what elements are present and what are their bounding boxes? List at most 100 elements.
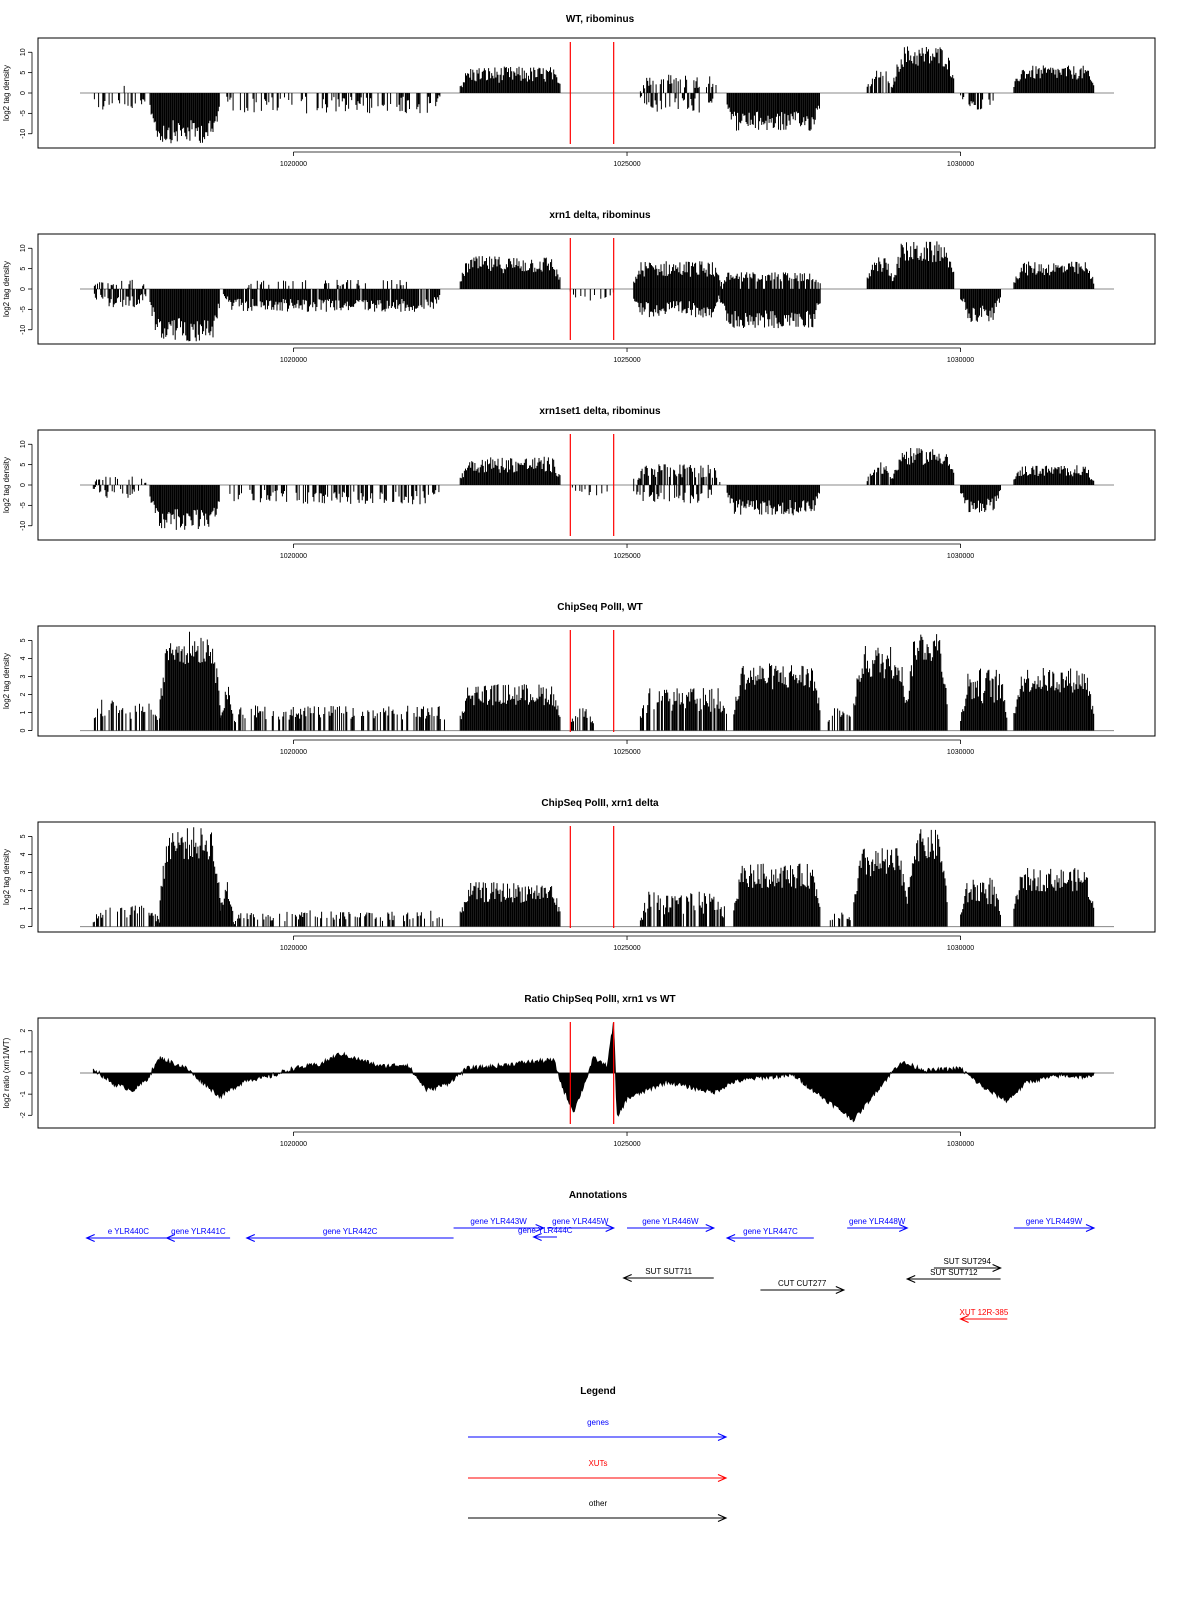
panel-title: WT, ribominus xyxy=(566,14,635,25)
panel-1: WT, ribominus -10 -5 0 5 10 log2 tag density 10… xyxy=(2,14,1156,168)
bar-cluster xyxy=(229,485,440,505)
bar-segment xyxy=(1013,465,1095,485)
arrow-head xyxy=(245,1233,255,1243)
bar-cluster xyxy=(639,74,717,93)
x-tick-label: 1030000 xyxy=(947,357,974,364)
bar-cluster xyxy=(94,476,147,485)
bar-segment xyxy=(93,699,160,731)
bar-segment xyxy=(906,634,948,731)
panel-6: Ratio ChipSeq PolII, xrn1 vs WT -2 -1 0 1 2 lo… xyxy=(2,994,1156,1148)
arrow-head xyxy=(717,1432,728,1442)
panel-3: xrn1set1 delta, ribominus -10 -5 0 5 10 log2 t… xyxy=(2,406,1156,560)
x-tick-label: 1025000 xyxy=(613,749,640,756)
y-tick-label: -5 xyxy=(20,502,27,508)
arrow-head xyxy=(532,1232,542,1242)
bar-cluster xyxy=(149,289,220,342)
bar-cluster xyxy=(232,910,443,927)
bar-segment xyxy=(149,485,220,530)
y-tick-label: 0 xyxy=(20,925,27,929)
bar-segment xyxy=(569,289,614,301)
bar-segment xyxy=(893,46,955,93)
bar-segment xyxy=(219,882,234,927)
bar-segment xyxy=(459,256,561,289)
arrow-head xyxy=(622,1273,632,1283)
annotation-gene: gene YLR449W xyxy=(1013,1217,1096,1233)
bar-segment xyxy=(719,289,821,329)
bar-segment xyxy=(853,646,907,731)
y-tick-label: 3 xyxy=(20,870,27,874)
y-tick-label: 5 xyxy=(20,834,27,838)
bar-cluster xyxy=(459,256,561,289)
x-tick-label: 1030000 xyxy=(947,945,974,952)
annotation-gene: gene YLR447C xyxy=(725,1227,814,1243)
bar-segment xyxy=(960,668,1008,731)
x-tick-label: 1025000 xyxy=(613,161,640,168)
bar-cluster xyxy=(719,272,821,289)
data-marks xyxy=(80,42,1114,144)
y-tick-label: 5 xyxy=(20,638,27,642)
bar-cluster xyxy=(853,646,907,731)
panel-title: xrn1 delta, ribominus xyxy=(549,210,651,221)
bar-segment xyxy=(93,93,146,110)
y-axis: -10 -5 0 5 10 log2 tag density xyxy=(2,440,33,531)
y-tick-label: 0 xyxy=(20,483,27,487)
bar-cluster xyxy=(960,668,1008,731)
x-tick-label: 1025000 xyxy=(613,553,640,560)
bar-cluster xyxy=(733,663,821,731)
data-marks xyxy=(80,1022,1114,1124)
bar-cluster xyxy=(719,289,821,329)
annotation-gene: gene YLR443W xyxy=(453,1217,546,1233)
bar-segment xyxy=(633,485,712,504)
x-tick-label: 1020000 xyxy=(280,161,307,168)
y-axis: -10 -5 0 5 10 log2 tag density xyxy=(2,48,33,139)
y-tick-label: 5 xyxy=(20,267,27,271)
y-tick-label: -2 xyxy=(20,1112,27,1118)
bar-cluster xyxy=(960,877,1001,927)
bar-segment xyxy=(159,827,221,927)
bar-cluster xyxy=(159,827,221,927)
bar-segment xyxy=(960,485,1001,513)
bar-cluster xyxy=(93,93,146,110)
bar-segment xyxy=(459,66,561,93)
bar-segment xyxy=(639,93,714,113)
bar-segment xyxy=(827,708,851,731)
y-tick-label: -10 xyxy=(20,521,27,531)
bar-cluster xyxy=(92,485,139,498)
bar-cluster xyxy=(219,686,234,731)
y-tick-label: -10 xyxy=(20,325,27,335)
bar-segment xyxy=(960,93,994,110)
annotation-gene: gene YLR442C xyxy=(245,1227,454,1243)
y-tick-label: 4 xyxy=(20,852,27,856)
bar-segment xyxy=(633,261,721,289)
y-tick-label: 2 xyxy=(20,888,27,892)
annotation-label: e YLR440C xyxy=(108,1227,149,1236)
plot-frame xyxy=(37,233,1156,345)
annotation-other: SUT SUT712 xyxy=(905,1268,1001,1284)
panel-title: ChipSeq PolII, WT xyxy=(557,602,643,613)
bar-cluster xyxy=(866,257,894,289)
y-tick-label: 1 xyxy=(20,711,27,715)
bar-cluster xyxy=(827,708,851,731)
annotation-label: SUT SUT294 xyxy=(944,1257,992,1266)
bar-segment xyxy=(639,74,717,93)
plot-frame xyxy=(37,429,1156,541)
bar-segment xyxy=(726,93,820,131)
ratio-area xyxy=(92,1022,1095,1123)
bar-segment xyxy=(219,686,234,731)
bar-cluster xyxy=(149,485,220,530)
bar-segment xyxy=(459,456,561,485)
data-marks xyxy=(80,434,1114,536)
panel-title: xrn1set1 delta, ribominus xyxy=(539,406,661,417)
bar-segment xyxy=(226,93,441,114)
bar-segment xyxy=(1013,65,1095,93)
bar-cluster xyxy=(222,289,441,312)
arrow-head xyxy=(605,1223,616,1233)
x-tick-label: 1030000 xyxy=(947,553,974,560)
y-tick-label: 0 xyxy=(20,287,27,291)
annotation-label: gene YLR441C xyxy=(171,1227,226,1236)
annotation-label: gene YLR443W xyxy=(470,1217,527,1226)
x-axis: 1020000 1025000 1030000 xyxy=(280,151,974,168)
legend-title: Legend xyxy=(580,1386,616,1397)
annotation-other: SUT SUT294 xyxy=(933,1257,1002,1273)
bar-cluster xyxy=(960,289,1001,322)
